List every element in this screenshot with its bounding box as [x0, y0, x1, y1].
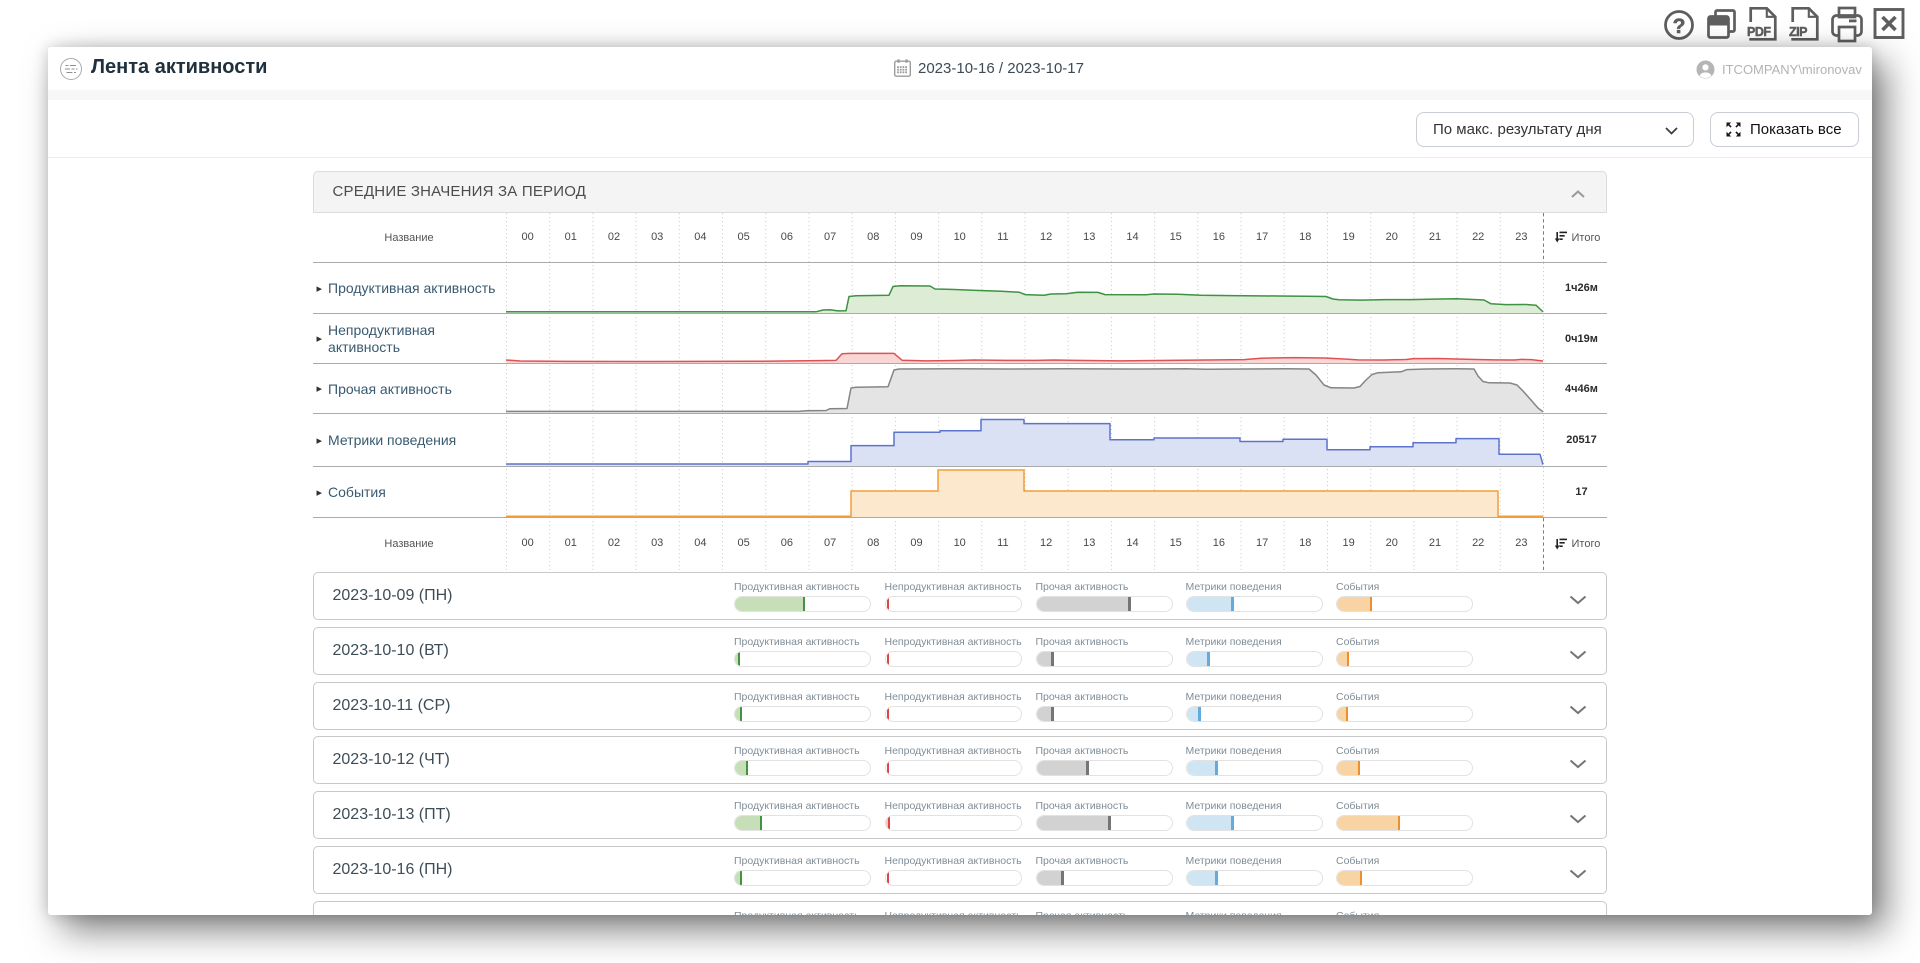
svg-text:?: ?	[1673, 15, 1686, 38]
svg-text:ZIP: ZIP	[1789, 25, 1807, 39]
svg-text:PDF: PDF	[1747, 25, 1771, 39]
